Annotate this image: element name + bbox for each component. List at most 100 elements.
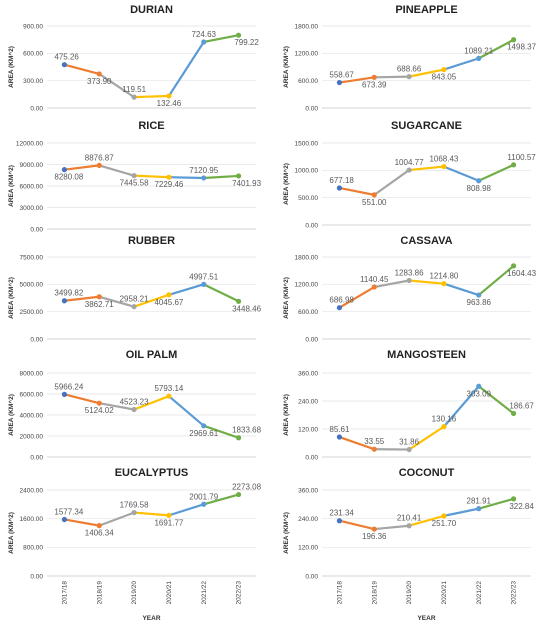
y-axis-label: AREA (KM^2) — [282, 277, 290, 319]
y-tick-label: 0.00 — [30, 454, 43, 461]
series-line-segment — [167, 40, 205, 98]
series-line-segment — [132, 174, 171, 179]
chart-pineapple: PINEAPPLE AREA (KM^2) 0.00 600.00 1200.00 180… — [282, 4, 537, 112]
y-tick-label: 0.00 — [305, 222, 318, 229]
y-tick-label: 6000.00 — [20, 183, 44, 190]
data-point — [406, 277, 412, 284]
series-line-segment — [63, 518, 101, 527]
series-line-segment — [442, 57, 480, 71]
data-label: 5124.02 — [85, 406, 114, 415]
y-tick-label: 1800.00 — [295, 23, 319, 30]
chart-coconut: COCONUT AREA (KM^2) 0.00 120.00 240.00 360.00… — [282, 467, 534, 622]
y-tick-label: 600.00 — [23, 51, 43, 58]
data-label: 1604.43 — [507, 269, 536, 278]
y-tick-label: 1200.00 — [295, 282, 319, 289]
data-point — [96, 523, 102, 529]
y-tick-label: 0.00 — [30, 336, 43, 343]
data-label: 7401.93 — [232, 179, 261, 188]
y-tick-label: 900.00 — [23, 23, 43, 30]
data-label: 33.55 — [364, 437, 385, 446]
x-tick-label: 2017/18 — [61, 581, 68, 605]
chart-mangosteen: MANGOSTEEN AREA (KM^2) 0.00 120.00 240.00 360… — [282, 349, 534, 461]
data-point — [510, 37, 517, 43]
series-line-segment — [98, 164, 136, 177]
data-point — [201, 175, 207, 181]
data-label: 1833.68 — [232, 426, 261, 435]
data-label: 2958.21 — [120, 295, 149, 304]
y-tick-label: 1200.00 — [295, 51, 319, 58]
data-point — [336, 79, 343, 86]
data-point — [476, 55, 482, 61]
data-point — [61, 516, 68, 523]
series-line-segment — [202, 34, 240, 44]
series-line-segment — [407, 514, 446, 527]
data-label: 4045.67 — [154, 298, 183, 307]
y-tick-label: 1800.00 — [295, 254, 319, 261]
data-point — [406, 446, 412, 453]
chart-rice: RICE AREA (KM^2) 0.00 3000.00 6000.00 9000.00… — [7, 120, 262, 233]
y-tick-label: 8000.00 — [20, 370, 44, 377]
data-point — [336, 434, 343, 440]
data-point — [166, 93, 172, 99]
series-line-segment — [202, 283, 240, 303]
series-line-segment — [338, 186, 376, 196]
data-point — [235, 491, 242, 498]
series-line-segment — [477, 385, 515, 415]
x-tick-label: 2021/22 — [476, 581, 483, 605]
data-label: 724.63 — [192, 30, 217, 39]
series-line-segment — [477, 497, 515, 510]
data-point — [201, 501, 207, 507]
data-label: 1283.86 — [395, 269, 424, 278]
data-label: 322.84 — [509, 502, 534, 511]
data-point — [131, 94, 137, 100]
data-point — [131, 509, 137, 516]
data-point — [371, 284, 377, 290]
series-line-segment — [338, 285, 376, 309]
y-tick-label: 240.00 — [298, 516, 318, 523]
data-label: 281.91 — [467, 497, 492, 506]
data-point — [61, 167, 68, 173]
x-tick-label: 2020/21 — [166, 581, 173, 605]
y-axis-label: AREA (KM^2) — [282, 46, 290, 88]
data-label: 303.09 — [467, 389, 492, 398]
data-label: 799.22 — [234, 38, 259, 47]
y-tick-label: 0.00 — [30, 226, 43, 233]
data-point — [235, 32, 242, 38]
data-label: 5793.14 — [154, 384, 183, 393]
data-label: 210.41 — [397, 514, 422, 523]
y-tick-label: 500.00 — [298, 195, 318, 202]
data-point — [441, 163, 447, 170]
data-label: 1691.77 — [154, 518, 183, 527]
y-tick-label: 0.00 — [305, 573, 318, 580]
series-line-segment — [63, 295, 101, 302]
y-tick-label: 12000.00 — [16, 140, 43, 147]
data-point — [131, 406, 137, 413]
y-tick-label: 0.00 — [305, 105, 318, 112]
data-label: 7229.46 — [154, 180, 183, 189]
series-line-segment — [167, 283, 205, 296]
series-line-segment — [132, 511, 171, 517]
y-tick-label: 1600.00 — [20, 516, 44, 523]
data-point — [441, 424, 447, 430]
data-point — [476, 178, 482, 184]
data-point — [371, 192, 377, 198]
data-label: 677.18 — [329, 176, 354, 185]
series-line-segment — [442, 507, 480, 517]
series-line-segment — [373, 279, 411, 289]
data-label: 1089.21 — [464, 46, 493, 55]
y-tick-label: 120.00 — [298, 545, 318, 552]
series-line-segment — [98, 72, 136, 99]
data-label: 558.67 — [329, 71, 354, 80]
series-line-segment — [407, 165, 446, 172]
x-tick-label: 2017/18 — [336, 581, 343, 605]
data-label: 1769.58 — [120, 501, 149, 510]
data-point — [510, 263, 517, 269]
data-label: 3499.82 — [54, 289, 83, 298]
data-label: 2001.79 — [189, 492, 218, 501]
data-point — [336, 185, 343, 191]
x-axis-label: YEAR — [142, 615, 160, 622]
series-line-segment — [338, 519, 376, 531]
data-label: 3862.71 — [85, 300, 114, 309]
y-tick-label: 6000.00 — [20, 391, 44, 398]
x-tick-label: 2022/23 — [236, 581, 243, 605]
